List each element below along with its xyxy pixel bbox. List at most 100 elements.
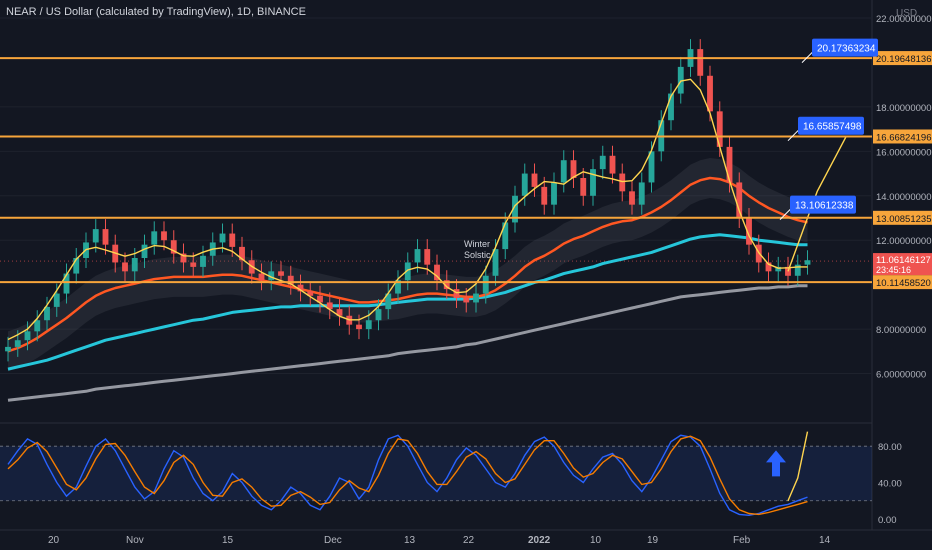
candle [307, 281, 314, 306]
candle [697, 39, 704, 86]
candle-body [151, 231, 158, 245]
y-tick-label: 12.00000000 [876, 236, 931, 247]
osc-y-tick-label: 40.00 [878, 479, 902, 490]
candle [395, 270, 401, 304]
y-tick-label: 14.00000000 [876, 192, 931, 203]
up-arrow-icon [766, 450, 786, 477]
candle [677, 56, 684, 104]
candle-body [278, 271, 284, 276]
candle-body [443, 280, 450, 290]
candle-body [170, 240, 177, 254]
candle [599, 145, 606, 180]
candle-body [677, 66, 684, 94]
x-tick-label: 10 [590, 535, 602, 546]
candle [141, 234, 148, 268]
candle [375, 299, 382, 331]
osc-y-tick-label: 80.00 [878, 442, 902, 453]
level-price-label: 16.66824196 [876, 132, 931, 143]
candle-body [317, 295, 323, 303]
candle [521, 163, 528, 206]
candle-body [609, 155, 616, 174]
level-price-tag [873, 210, 932, 225]
callout-box [798, 116, 864, 135]
smoothed-price-line [7, 78, 808, 341]
ma-grey-line [7, 284, 808, 402]
stoch-k-line [7, 434, 808, 517]
candle [746, 208, 752, 255]
y-tick-label: 16.00000000 [876, 147, 931, 158]
level-price-tag [873, 51, 932, 66]
y-tick-label: 6.00000000 [876, 370, 926, 381]
osc-y-tick-label: 0.00 [878, 515, 897, 526]
ribbon-cloud [8, 158, 808, 372]
candle [326, 292, 333, 320]
candle-body [482, 275, 489, 294]
candle-body [24, 331, 31, 341]
candle [482, 265, 489, 304]
candle-body [297, 284, 304, 292]
x-tick-label: 2022 [528, 535, 551, 546]
candle-body [375, 309, 382, 321]
current-price-tag [873, 253, 932, 276]
candle-body [44, 306, 50, 321]
candle [356, 314, 362, 340]
candle [53, 283, 60, 317]
x-tick-label: 14 [819, 535, 831, 546]
candle-body [746, 218, 752, 245]
candle [161, 221, 167, 251]
candle-body [180, 253, 187, 263]
candle [34, 310, 41, 342]
candle-body [473, 293, 479, 303]
candle-body [502, 222, 509, 250]
candle-body [765, 262, 772, 272]
candle [531, 163, 538, 197]
candle [629, 181, 635, 215]
candle [297, 274, 304, 302]
candle-body [307, 291, 314, 296]
candle-body [73, 258, 80, 274]
level-price-label: 10.11458520 [876, 278, 931, 289]
candle [668, 83, 674, 131]
candle-body [512, 195, 518, 223]
candle-body [385, 293, 392, 310]
candle [775, 256, 782, 282]
candle-body [14, 340, 21, 347]
ema-teal-line [7, 233, 808, 371]
x-tick-label: Dec [324, 535, 342, 546]
chart-title: NEAR / US Dollar (calculated by TradingV… [6, 6, 306, 18]
candle-body [200, 255, 206, 267]
candle [804, 250, 811, 275]
candle [24, 321, 31, 351]
candle [434, 254, 440, 291]
callout-box [812, 38, 878, 57]
candle [580, 168, 587, 206]
candle-body [521, 173, 528, 196]
candle-body [63, 273, 70, 294]
x-tick-label: 13 [404, 535, 416, 546]
candle-body [531, 173, 538, 187]
candle [404, 252, 411, 291]
candle-body [414, 249, 421, 263]
oscillator-projection [787, 431, 809, 502]
candle [560, 150, 567, 193]
candle-body [424, 249, 431, 265]
candle [317, 285, 323, 313]
candle [453, 279, 460, 308]
annotation-text: Solstic [464, 250, 491, 260]
callout-label: 13.10612338 [795, 201, 854, 212]
candle [63, 263, 70, 304]
stoch-d-line [7, 435, 808, 516]
candle-body [590, 169, 596, 196]
candle-body [648, 151, 655, 183]
candle-body [141, 244, 148, 258]
oscillator-band [0, 446, 872, 501]
candle-body [619, 173, 626, 192]
candle [5, 336, 11, 362]
candle [200, 245, 206, 277]
candle-body [775, 266, 782, 272]
candle [502, 212, 509, 260]
candle-body [268, 271, 275, 281]
x-tick-label: 20 [48, 535, 60, 546]
candle [336, 299, 343, 326]
